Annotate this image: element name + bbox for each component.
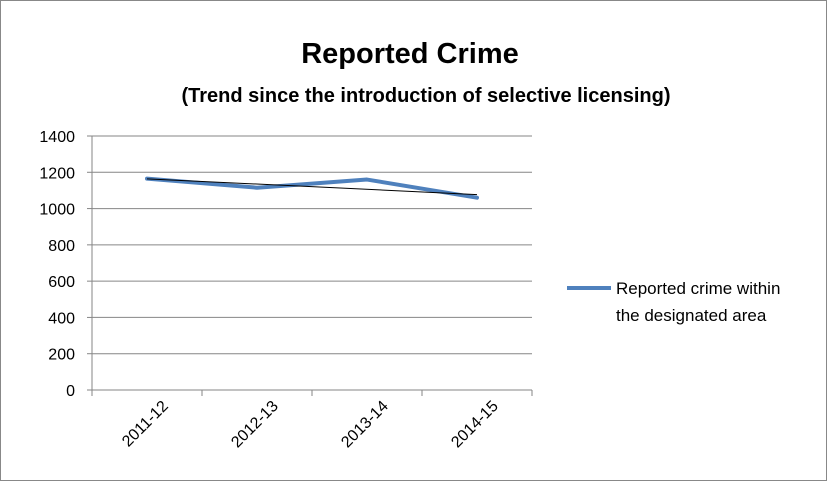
- series-line: [145, 176, 479, 200]
- y-tick-labels: 0 200 400 600 800 1000 1200 1400: [39, 129, 75, 400]
- y-tick-label: 400: [48, 310, 75, 327]
- series-layer: [145, 176, 479, 200]
- y-tick-label: 0: [66, 383, 75, 400]
- x-tick-label: 2012-13: [228, 398, 282, 452]
- legend-label-line-1: Reported crime within: [616, 279, 780, 298]
- y-tick-label: 1400: [39, 129, 75, 146]
- chart-title: Reported Crime: [301, 38, 519, 70]
- legend: Reported crime within the designated are…: [567, 279, 780, 325]
- x-tick-labels: 2011-12 2012-13 2013-14 2014-15: [119, 398, 502, 452]
- x-tick-label: 2014-15: [448, 398, 502, 452]
- gridlines: [92, 135, 532, 355]
- axes: [87, 135, 533, 396]
- trendline: [146, 178, 478, 196]
- y-tick-label: 1200: [39, 165, 75, 182]
- y-tick-label: 200: [48, 347, 75, 364]
- y-tick-label: 600: [48, 274, 75, 291]
- x-tick-label: 2011-12: [119, 398, 172, 451]
- x-tick-label: 2013-14: [338, 398, 392, 452]
- y-tick-label: 800: [48, 238, 75, 255]
- y-tick-label: 1000: [39, 202, 75, 219]
- chart-subtitle: (Trend since the introduction of selecti…: [182, 85, 671, 107]
- legend-label-line-2: the designated area: [616, 306, 767, 325]
